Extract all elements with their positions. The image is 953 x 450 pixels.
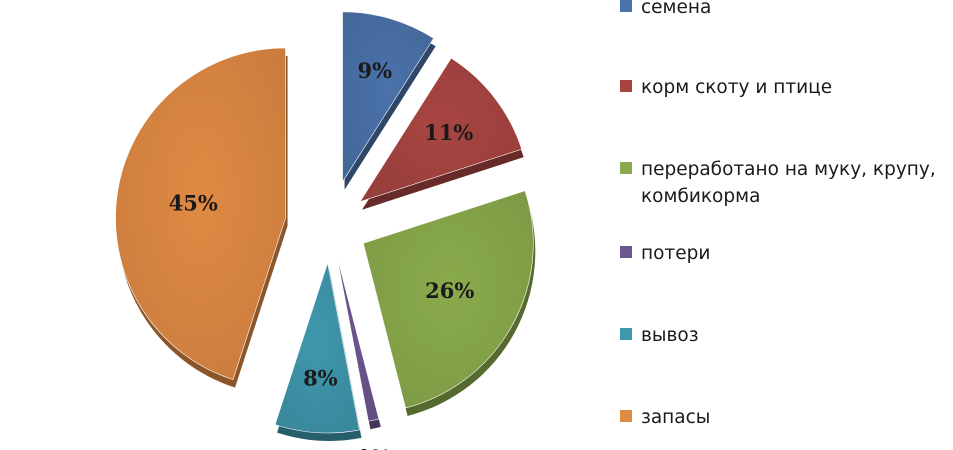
legend-label-line: вывоз [641, 325, 699, 346]
data-label-poteri: 1% [356, 445, 391, 450]
legend-label-line: семена [641, 0, 712, 18]
pie-chart: 9% 11% 26% 1% 8% 45% [115, 11, 536, 450]
legend-label-line: запасы [641, 407, 711, 428]
legend-label-vyvoz: вывоз [641, 322, 699, 349]
pie-slice-vyvoz [274, 262, 360, 434]
legend-swatch-korm [620, 80, 632, 92]
legend-label-zapasy: запасы [641, 404, 710, 431]
legend-item-vyvoz: вывоз [620, 322, 699, 349]
data-label-zapasy: 45% [169, 190, 218, 215]
data-label-pererabotano: 26% [425, 278, 474, 303]
legend-item-korm: корм скоту и птице [620, 74, 832, 101]
legend-label-line: переработано на муку, крупу, [641, 159, 936, 180]
pie-slice-poteri [336, 254, 380, 422]
data-label-vyvoz: 8% [303, 365, 338, 390]
legend-label-poteri: потери [641, 240, 710, 267]
legend-swatch-semena [620, 0, 632, 12]
legend-label-semena: семена [641, 0, 711, 21]
pie-slice-zapasy [115, 47, 286, 381]
legend-swatch-zapasy [620, 410, 632, 422]
data-label-korm: 11% [424, 120, 473, 145]
legend-swatch-pererabotano [620, 162, 632, 174]
legend-item-pererabotano: переработано на муку, крупу, комбикорма [620, 156, 936, 210]
pie-slice-semena [342, 11, 435, 183]
legend-label-line: потери [641, 243, 711, 264]
legend-label-line: корм скоту и птице [641, 77, 833, 98]
legend-swatch-vyvoz [620, 328, 632, 340]
legend-item-poteri: потери [620, 240, 710, 267]
pie-slice-korm [359, 57, 523, 203]
legend-swatch-poteri [620, 246, 632, 258]
legend-label-pererabotano: переработано на муку, крупу, комбикорма [641, 156, 936, 210]
data-label-semena: 9% [358, 58, 393, 83]
legend-item-zapasy: запасы [620, 404, 710, 431]
pie-slice-pererabotano [362, 190, 534, 409]
legend-label-line: комбикорма [641, 186, 761, 207]
legend-item-semena: семена [620, 0, 711, 21]
legend-label-korm: корм скоту и птице [641, 74, 832, 101]
